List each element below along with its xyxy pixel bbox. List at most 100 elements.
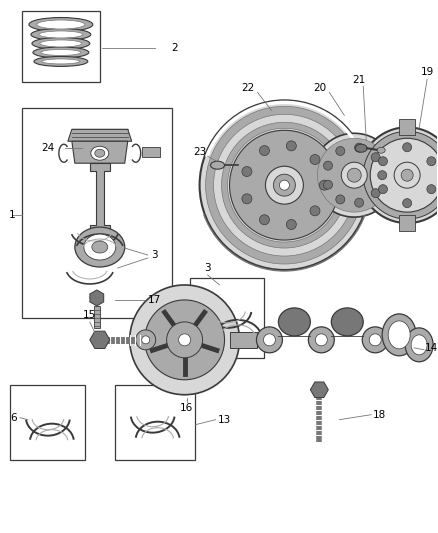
Text: 3: 3 [204, 263, 211, 273]
Ellipse shape [92, 241, 108, 253]
Ellipse shape [33, 47, 89, 58]
Bar [22, 11, 100, 83]
Ellipse shape [166, 322, 203, 358]
Ellipse shape [378, 171, 387, 180]
Ellipse shape [324, 161, 332, 170]
Ellipse shape [211, 161, 225, 169]
Ellipse shape [40, 40, 82, 47]
Ellipse shape [42, 59, 80, 64]
Ellipse shape [310, 206, 320, 216]
Ellipse shape [324, 180, 332, 189]
Ellipse shape [242, 166, 252, 176]
Ellipse shape [259, 146, 269, 156]
Ellipse shape [382, 314, 416, 356]
Text: 3: 3 [152, 250, 158, 260]
Ellipse shape [411, 335, 427, 355]
Ellipse shape [355, 144, 367, 152]
Ellipse shape [95, 149, 105, 157]
Text: 1: 1 [9, 210, 15, 220]
Bar [230, 332, 258, 348]
Ellipse shape [336, 147, 345, 156]
Ellipse shape [371, 153, 380, 161]
Ellipse shape [34, 56, 88, 67]
Text: 21: 21 [353, 75, 366, 85]
Ellipse shape [75, 227, 125, 267]
Ellipse shape [331, 308, 363, 336]
Ellipse shape [403, 199, 412, 208]
Text: 16: 16 [180, 403, 193, 413]
Ellipse shape [142, 336, 150, 344]
Ellipse shape [200, 100, 369, 270]
Ellipse shape [318, 138, 391, 212]
Text: 13: 13 [218, 415, 231, 425]
Ellipse shape [363, 131, 438, 219]
Ellipse shape [310, 155, 320, 165]
Ellipse shape [286, 220, 297, 230]
Polygon shape [68, 130, 132, 141]
Ellipse shape [91, 146, 109, 160]
Ellipse shape [405, 328, 433, 362]
Text: 19: 19 [420, 67, 434, 77]
Ellipse shape [347, 168, 361, 182]
Ellipse shape [319, 180, 329, 190]
Bar [94, 306, 100, 328]
Ellipse shape [279, 180, 290, 190]
Ellipse shape [315, 334, 327, 346]
Ellipse shape [394, 162, 420, 188]
Ellipse shape [136, 330, 155, 350]
Ellipse shape [265, 166, 304, 204]
Ellipse shape [41, 50, 81, 55]
Ellipse shape [369, 334, 381, 346]
Ellipse shape [370, 138, 438, 212]
Bar [399, 119, 415, 135]
Ellipse shape [179, 334, 191, 346]
Ellipse shape [263, 334, 276, 346]
Ellipse shape [312, 133, 396, 217]
Text: 14: 14 [424, 343, 438, 353]
Ellipse shape [427, 184, 436, 193]
Bar [399, 215, 415, 231]
Ellipse shape [227, 128, 341, 242]
Ellipse shape [427, 157, 436, 166]
Ellipse shape [378, 184, 388, 193]
Ellipse shape [32, 37, 90, 50]
Text: 23: 23 [193, 147, 206, 157]
Ellipse shape [205, 106, 363, 264]
Ellipse shape [308, 327, 334, 353]
Ellipse shape [377, 147, 385, 153]
Text: 20: 20 [313, 83, 326, 93]
Bar [240, 335, 269, 345]
Ellipse shape [145, 300, 225, 380]
Ellipse shape [31, 28, 91, 41]
Ellipse shape [242, 194, 252, 204]
Ellipse shape [273, 174, 295, 196]
Ellipse shape [355, 143, 364, 152]
Ellipse shape [355, 198, 364, 207]
Ellipse shape [336, 195, 345, 204]
Ellipse shape [29, 18, 93, 31]
Bar [22, 108, 172, 318]
Ellipse shape [257, 327, 283, 353]
Ellipse shape [362, 327, 388, 353]
Text: 24: 24 [41, 143, 54, 154]
Ellipse shape [359, 127, 438, 223]
Text: 22: 22 [241, 83, 254, 93]
Text: 18: 18 [373, 410, 386, 419]
Ellipse shape [341, 162, 367, 188]
Ellipse shape [84, 234, 116, 260]
Ellipse shape [403, 143, 412, 152]
Ellipse shape [39, 31, 83, 38]
Ellipse shape [378, 157, 388, 166]
Text: 2: 2 [171, 44, 178, 53]
Ellipse shape [401, 169, 413, 181]
Text: 17: 17 [148, 295, 161, 305]
Text: 15: 15 [83, 310, 96, 320]
Ellipse shape [286, 141, 297, 151]
Polygon shape [90, 163, 110, 233]
Bar [115, 385, 194, 459]
Bar [190, 278, 265, 358]
Polygon shape [72, 141, 128, 163]
Ellipse shape [371, 189, 380, 198]
Ellipse shape [130, 285, 240, 395]
Ellipse shape [222, 122, 347, 248]
